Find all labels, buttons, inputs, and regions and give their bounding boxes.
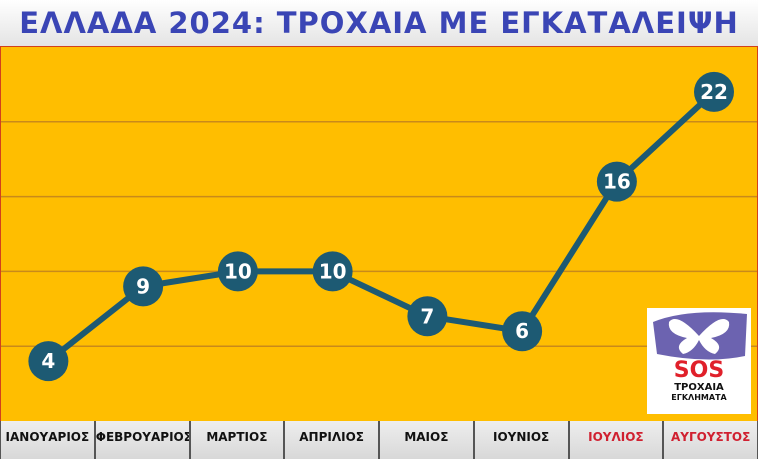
data-point [596, 161, 637, 202]
x-tick-label: ΙΑΝΟΥΑΡΙΟΣ [1, 421, 94, 459]
series-line [46, 89, 717, 364]
x-tick-label: ΑΥΓΟΥΣΤΟΣ [664, 421, 757, 459]
data-label: 22 [700, 80, 728, 104]
data-label: 7 [420, 304, 434, 328]
data-label: 10 [224, 259, 252, 283]
logo-line1: ΤΡΟΧΑΙΑ [674, 382, 724, 393]
x-tick-label: ΜΑΙΟΣ [380, 421, 473, 459]
logo-sos: SOS [673, 358, 725, 383]
sos-logo: SOS ΤΡΟΧΑΙΑ ΕΓΚΛΗΜΑΤΑ [647, 308, 751, 414]
data-label: 10 [319, 259, 347, 283]
data-label: 16 [603, 170, 631, 194]
data-label: 4 [41, 349, 55, 373]
plot-area: 4 9 10 10 7 6 16 22 [0, 46, 758, 421]
title-bar: ΕΛΛΑΔΑ 2024: ΤΡΟΧΑΙΑ ΜΕ ΕΓΚΑΤΑΛΕΙΨΗ [0, 0, 758, 46]
data-point [502, 311, 543, 352]
x-tick-label: ΙΟΥΛΙΟΣ [569, 421, 663, 459]
data-point [217, 251, 258, 292]
month-labels: ΙΑΝΟΥΑΡΙΟΣ ΦΕΒΡΟΥΑΡΙΟΣ ΜΑΡΤΙΟΣ ΑΠΡΙΛΙΟΣ ΜΑΙΟ… [0, 421, 758, 459]
x-tick-label: ΦΕΒΡΟΥΑΡΙΟΣ [95, 421, 189, 459]
data-label: 6 [515, 319, 529, 343]
line-chart: 4 9 10 10 7 6 16 22 [1, 71, 757, 382]
logo-line2: ΕΓΚΛΗΜΑΤΑ [671, 393, 727, 402]
data-point [28, 341, 69, 382]
data-label: 9 [136, 274, 150, 298]
data-point [123, 266, 164, 307]
data-point [312, 251, 353, 292]
chart-title: ΕΛΛΑΔΑ 2024: ΤΡΟΧΑΙΑ ΜΕ ΕΓΚΑΤΑΛΕΙΨΗ [19, 6, 739, 40]
butterfly-icon [653, 312, 747, 360]
x-tick-label: ΑΠΡΙΛΙΟΣ [285, 421, 378, 459]
data-point [407, 296, 448, 337]
x-tick-label: ΜΑΡΤΙΟΣ [190, 421, 284, 459]
data-point [694, 71, 734, 112]
x-tick-label: ΙΟΥΝΙΟΣ [474, 421, 568, 459]
